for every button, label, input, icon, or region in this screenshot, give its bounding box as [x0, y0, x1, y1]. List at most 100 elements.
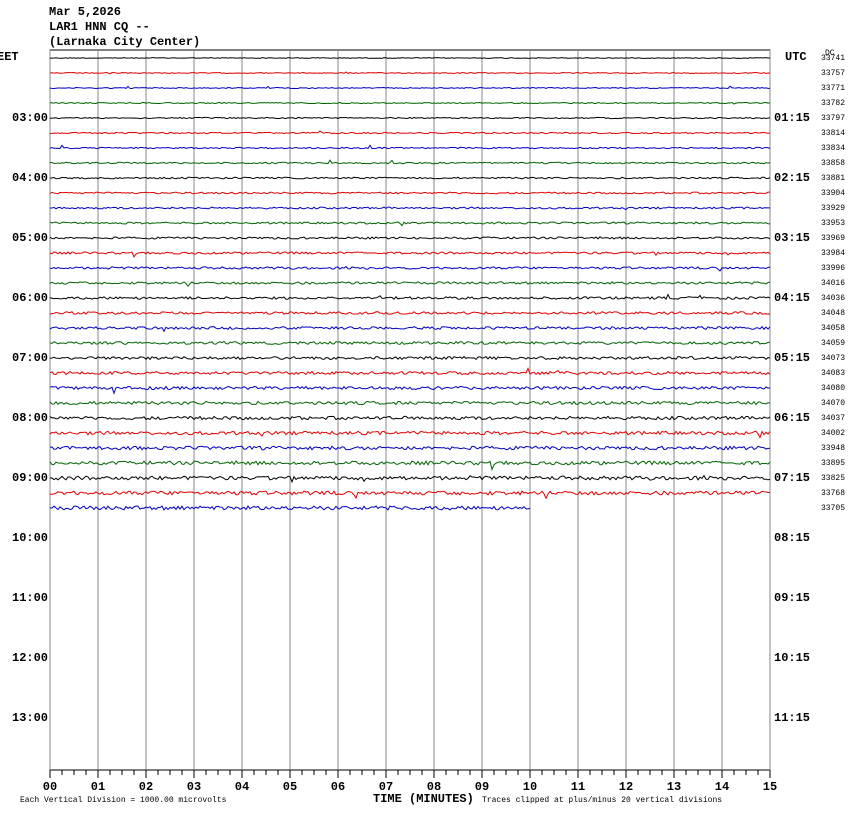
- row-offset: 33782: [821, 99, 845, 108]
- row-offset: 33705: [821, 504, 845, 513]
- trace: [49, 325, 771, 333]
- offset-label: DC: [825, 49, 835, 58]
- clip-note: Traces clipped at plus/minus 20 vertical…: [482, 796, 722, 805]
- trace: [49, 130, 771, 135]
- left-time: 05:00: [12, 231, 48, 245]
- right-time: 02:15: [774, 171, 810, 185]
- row-offset: 33797: [821, 114, 845, 123]
- trace: [49, 144, 771, 150]
- right-time: 10:15: [774, 651, 810, 665]
- trace: [49, 490, 771, 500]
- left-time: 11:00: [12, 591, 48, 605]
- row-offset: 33814: [821, 129, 845, 138]
- location: (Larnaka City Center): [49, 35, 200, 49]
- row-offset: 33825: [821, 474, 845, 483]
- x-tick-label: 00: [43, 780, 57, 794]
- trace: [49, 281, 771, 288]
- x-tick-label: 06: [331, 780, 345, 794]
- x-tick-label: 07: [379, 780, 393, 794]
- trace: [49, 57, 771, 59]
- row-offset: 34073: [821, 354, 845, 363]
- left-time: 06:00: [12, 291, 48, 305]
- trace: [49, 71, 771, 75]
- scale-note: Each Vertical Division = 1000.00 microvo…: [20, 796, 227, 805]
- trace: [49, 236, 771, 240]
- row-offset: 33834: [821, 144, 845, 153]
- x-tick-label: 13: [667, 780, 681, 794]
- x-tick-label: 11: [571, 780, 585, 794]
- right-time: 04:15: [774, 291, 810, 305]
- x-axis-label: TIME (MINUTES): [373, 792, 474, 806]
- left-time: 12:00: [12, 651, 48, 665]
- right-time: 11:15: [774, 711, 810, 725]
- x-tick-label: 03: [187, 780, 201, 794]
- row-offset: 33895: [821, 459, 845, 468]
- row-offset: 33948: [821, 444, 845, 453]
- x-tick-label: 01: [91, 780, 105, 794]
- left-time: 09:00: [12, 471, 48, 485]
- trace: [49, 367, 771, 376]
- row-offset: 33771: [821, 84, 845, 93]
- row-offset: 33904: [821, 189, 845, 198]
- x-tick-label: 12: [619, 780, 633, 794]
- x-tick-label: 08: [427, 780, 441, 794]
- row-offset: 33741: [821, 54, 845, 63]
- right-time: 03:15: [774, 231, 810, 245]
- trace: [49, 206, 771, 211]
- left-time: 10:00: [12, 531, 48, 545]
- x-tick-label: 14: [715, 780, 729, 794]
- left-time: 13:00: [12, 711, 48, 725]
- row-offset: 33929: [821, 204, 845, 213]
- trace: [49, 265, 771, 272]
- row-offset: 34037: [821, 414, 845, 423]
- row-offset: 34002: [821, 429, 845, 438]
- trace: [49, 355, 771, 361]
- right-time: 07:15: [774, 471, 810, 485]
- row-offset: 33996: [821, 264, 845, 273]
- trace: [49, 191, 770, 195]
- x-tick-label: 02: [139, 780, 153, 794]
- trace: [49, 505, 531, 511]
- row-offset: 33953: [821, 219, 845, 228]
- row-offset: 33881: [821, 174, 845, 183]
- row-offset: 34083: [821, 369, 845, 378]
- trace: [49, 293, 771, 300]
- right-time: 08:15: [774, 531, 810, 545]
- left-time: 08:00: [12, 411, 48, 425]
- right-time: 09:15: [774, 591, 810, 605]
- trace: [49, 430, 771, 439]
- trace: [49, 460, 771, 472]
- trace: [49, 415, 771, 421]
- x-tick-label: 09: [475, 780, 489, 794]
- left-time: 07:00: [12, 351, 48, 365]
- trace: [49, 176, 771, 180]
- row-offset: 34070: [821, 399, 845, 408]
- trace: [49, 400, 771, 406]
- x-tick-label: 15: [763, 780, 777, 794]
- trace: [49, 159, 771, 165]
- x-tick-label: 05: [283, 780, 297, 794]
- trace: [49, 116, 771, 120]
- trace: [49, 445, 771, 451]
- left-time: 04:00: [12, 171, 48, 185]
- right-time: 06:15: [774, 411, 810, 425]
- row-offset: 33757: [821, 69, 845, 78]
- row-offset: 34016: [821, 279, 845, 288]
- right-time: 01:15: [774, 111, 810, 125]
- trace: [49, 85, 771, 90]
- trace: [49, 221, 771, 227]
- x-tick-label: 10: [523, 780, 537, 794]
- x-tick-label: 04: [235, 780, 249, 794]
- left-zone: EET: [0, 50, 19, 64]
- station: LAR1 HNN CQ --: [49, 20, 150, 34]
- row-offset: 33984: [821, 249, 845, 258]
- trace: [49, 311, 771, 315]
- date: Mar 5,2026: [49, 5, 121, 19]
- row-offset: 34048: [821, 309, 845, 318]
- right-time: 05:15: [774, 351, 810, 365]
- row-offset: 33969: [821, 234, 845, 243]
- trace: [49, 101, 771, 105]
- plot-frame: [49, 49, 771, 771]
